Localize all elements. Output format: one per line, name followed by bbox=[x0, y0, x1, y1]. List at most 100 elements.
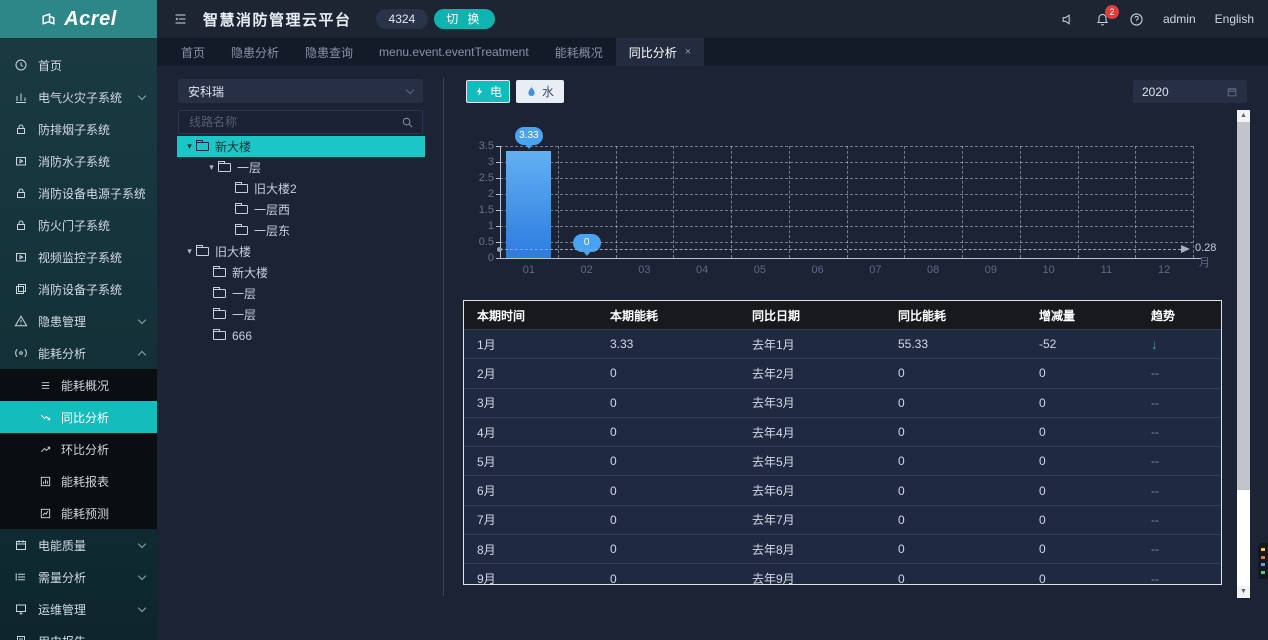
line-search-input[interactable] bbox=[187, 114, 401, 130]
table-cell-trend: -- bbox=[1138, 513, 1221, 527]
y-axis-tick-label: 3.5 bbox=[454, 140, 494, 152]
sidebar-item-power-report[interactable]: 用电报告 bbox=[0, 625, 157, 640]
scrollbar-up-arrow[interactable]: ▲ bbox=[1237, 110, 1250, 122]
tree-node[interactable]: 一层东 bbox=[177, 220, 425, 241]
gridline bbox=[500, 178, 1193, 179]
chevron-up-icon bbox=[138, 350, 146, 358]
notifications-bell-icon[interactable]: 2 bbox=[1095, 12, 1110, 27]
line-search[interactable] bbox=[178, 110, 423, 134]
sidebar-item-power-quality[interactable]: 电能质量 bbox=[0, 529, 157, 561]
tree-node[interactable]: 一层 bbox=[177, 304, 425, 325]
table-row: 4月0去年4月00-- bbox=[464, 417, 1221, 446]
gridline bbox=[500, 226, 1193, 227]
language-switch[interactable]: English bbox=[1215, 12, 1254, 26]
sidebar-item-hazard-mgmt[interactable]: 隐患管理 bbox=[0, 305, 157, 337]
tab-2[interactable]: 隐患分析 bbox=[218, 38, 292, 66]
logo: Acrel bbox=[0, 0, 157, 38]
sidebar-item-fire-water[interactable]: 消防水子系统 bbox=[0, 145, 157, 177]
tab-6[interactable]: 同比分析 × bbox=[616, 38, 704, 66]
speaker-mute-icon[interactable] bbox=[1061, 12, 1076, 27]
tree-node-label: 666 bbox=[232, 329, 252, 343]
table-cell: 0 bbox=[1026, 513, 1138, 527]
tab-close-icon[interactable]: × bbox=[685, 46, 691, 58]
organization-select[interactable]: 安科瑞 bbox=[178, 79, 423, 103]
y-axis-tick bbox=[496, 258, 500, 259]
tree-node[interactable]: 一层西 bbox=[177, 199, 425, 220]
sidebar-item-fire-power[interactable]: 消防设备电源子系统 bbox=[0, 177, 157, 209]
tree-node[interactable]: ▾新大楼 bbox=[177, 136, 425, 157]
table-cell: 0 bbox=[885, 396, 1026, 410]
sidebar-item-smoke-control[interactable]: 防排烟子系统 bbox=[0, 113, 157, 145]
caret-down-icon[interactable]: ▾ bbox=[183, 246, 196, 257]
tree-node[interactable]: ▾旧大楼 bbox=[177, 241, 425, 262]
table-row: 3月0去年3月00-- bbox=[464, 388, 1221, 417]
sidebar-item-fire-door[interactable]: 防火门子系统 bbox=[0, 209, 157, 241]
sidebar-subitem-energy-report[interactable]: 能耗报表 bbox=[0, 465, 157, 497]
tab-label: 同比分析 bbox=[629, 44, 677, 61]
year-picker[interactable]: 2020 bbox=[1133, 80, 1247, 103]
gridline bbox=[500, 194, 1193, 195]
tab-bar: 首页 隐患分析隐患查询menu.event.eventTreatment能耗概况同… bbox=[157, 38, 1268, 66]
gridline bbox=[1078, 146, 1079, 258]
menu-fold-icon[interactable] bbox=[173, 12, 188, 26]
table-cell: 0 bbox=[597, 513, 739, 527]
caret-down-icon[interactable]: ▾ bbox=[183, 141, 196, 152]
trend-flat-dash: -- bbox=[1151, 484, 1159, 498]
y-axis-tick bbox=[496, 226, 500, 227]
tree-node[interactable]: 新大楼 bbox=[177, 262, 425, 283]
caret-down-icon[interactable]: ▾ bbox=[205, 162, 218, 173]
sidebar-item-ops-mgmt[interactable]: 运维管理 bbox=[0, 593, 157, 625]
sidebar-item-electrical-fire[interactable]: 电气火灾子系统 bbox=[0, 81, 157, 113]
sidebar-subitem-energy-forecast[interactable]: 能耗预测 bbox=[0, 497, 157, 529]
tree-node[interactable]: 一层 bbox=[177, 283, 425, 304]
y-axis-tick-label: 0 bbox=[454, 252, 494, 264]
sidebar-subitem-energy-overview[interactable]: 能耗概况 bbox=[0, 369, 157, 401]
scrollbar-down-arrow[interactable]: ▼ bbox=[1237, 586, 1250, 598]
sidebar-item-video-monitor[interactable]: 视频监控子系统 bbox=[0, 241, 157, 273]
sidebar-item-home[interactable]: 首页 bbox=[0, 49, 157, 81]
x-axis-tick-label: 12 bbox=[1135, 264, 1193, 276]
gridline bbox=[500, 146, 1193, 147]
table-cell-trend: -- bbox=[1138, 484, 1221, 498]
table-cell: 0 bbox=[597, 366, 739, 380]
electric-toggle-button[interactable]: 电 bbox=[466, 80, 510, 103]
table-cell-trend: ↓ bbox=[1138, 337, 1221, 352]
x-axis-tick-label: 07 bbox=[847, 264, 905, 276]
tab-1[interactable]: 首页 bbox=[168, 38, 218, 66]
trend-flat-dash: -- bbox=[1151, 366, 1159, 380]
table-header-cell: 本期时间 bbox=[464, 307, 597, 324]
sidebar-item-fire-equipment[interactable]: 消防设备子系统 bbox=[0, 273, 157, 305]
tree-node-label: 一层西 bbox=[254, 201, 290, 218]
sidebar-subitem-yoy-analysis[interactable]: 同比分析 bbox=[0, 401, 157, 433]
tab-4[interactable]: menu.event.eventTreatment bbox=[366, 38, 542, 66]
water-label: 水 bbox=[542, 83, 554, 100]
table-cell: 0 bbox=[885, 484, 1026, 498]
sidebar-item-demand-analysis[interactable]: 需量分析 bbox=[0, 561, 157, 593]
sidebar-item-label: 防排烟子系统 bbox=[38, 121, 145, 138]
search-icon[interactable] bbox=[401, 116, 414, 129]
sidebar-subitem-mom-analysis[interactable]: 环比分析 bbox=[0, 433, 157, 465]
sidebar-item-energy-analysis[interactable]: 能耗分析 bbox=[0, 337, 157, 369]
copy-icon bbox=[14, 282, 28, 296]
tab-3[interactable]: 隐患查询 bbox=[292, 38, 366, 66]
comparison-table: 本期时间本期能耗同比日期同比能耗增减量趋势1月3.33去年1月55.33-52↓… bbox=[463, 300, 1222, 585]
tree-node[interactable]: ▾一层 bbox=[177, 157, 425, 178]
vertical-scrollbar[interactable]: ▲ ▼ bbox=[1237, 110, 1250, 598]
tree-node[interactable]: 666 bbox=[177, 325, 425, 346]
water-toggle-button[interactable]: 水 bbox=[516, 80, 564, 103]
edge-widget[interactable] bbox=[1258, 543, 1268, 579]
switch-button[interactable]: 切 换 bbox=[434, 9, 494, 29]
help-icon[interactable] bbox=[1129, 12, 1144, 27]
user-menu[interactable]: admin bbox=[1163, 12, 1196, 26]
tab-label: 隐患分析 bbox=[231, 44, 279, 61]
tab-5[interactable]: 能耗概况 bbox=[542, 38, 616, 66]
tab-label: 首页 bbox=[181, 44, 205, 61]
submenu-energy-analysis: 能耗概况同比分析环比分析能耗报表能耗预测 bbox=[0, 369, 157, 529]
y-axis-tick-label: 2 bbox=[454, 188, 494, 200]
chevron-down-icon bbox=[406, 85, 414, 93]
table-cell: 0 bbox=[1026, 454, 1138, 468]
tree-node[interactable]: 旧大楼2 bbox=[177, 178, 425, 199]
table-cell: 0 bbox=[1026, 425, 1138, 439]
scrollbar-thumb[interactable] bbox=[1237, 122, 1250, 490]
table-row: 9月0去年9月00-- bbox=[464, 563, 1221, 585]
